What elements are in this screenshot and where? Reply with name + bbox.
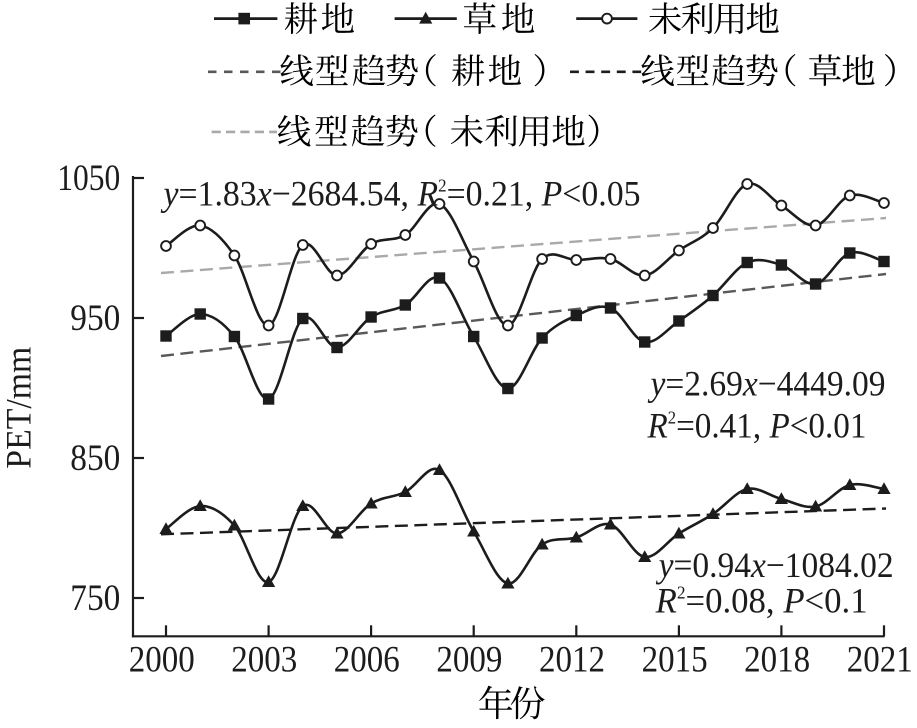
svg-text:2018: 2018 — [744, 639, 810, 680]
svg-text:y=2.69x−4449.09: y=2.69x−4449.09 — [648, 363, 886, 403]
svg-text:2006: 2006 — [334, 639, 400, 680]
svg-text:2015: 2015 — [642, 639, 708, 680]
svg-text:y=1.83x−2684.54, R2​=0.21, P<0: y=1.83x−2684.54, R2​=0.21, P<0.05 — [161, 173, 641, 213]
svg-text:R2​=0.41, P<0.01: R2​=0.41, P<0.01 — [647, 405, 867, 445]
svg-text:1050: 1050 — [57, 157, 120, 198]
svg-text:2003: 2003 — [231, 639, 297, 680]
svg-text:850: 850 — [70, 437, 120, 478]
svg-text:950: 950 — [70, 297, 120, 338]
svg-text:750: 750 — [70, 577, 120, 618]
svg-text:2000: 2000 — [129, 639, 195, 680]
svg-text:y=0.94x−1084.02: y=0.94x−1084.02 — [656, 545, 894, 585]
svg-text:2009: 2009 — [436, 639, 502, 680]
svg-text:R2​=0.08, P<0.1: R2​=0.08, P<0.1 — [655, 581, 868, 621]
svg-text:2021: 2021 — [847, 639, 913, 680]
svg-text:PET/mm: PET/mm — [0, 347, 39, 469]
svg-text:2012: 2012 — [539, 639, 605, 680]
